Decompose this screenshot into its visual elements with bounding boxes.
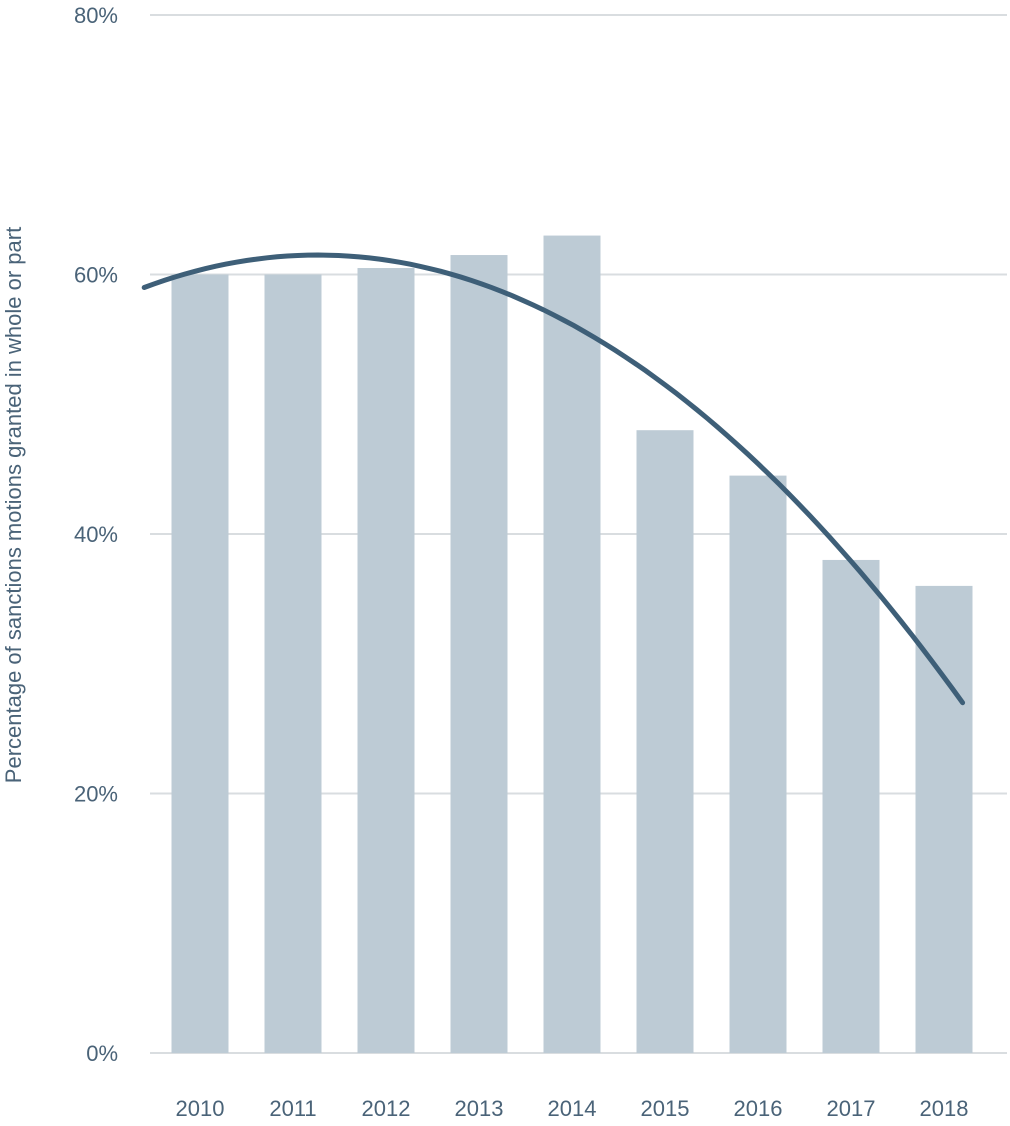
x-tick-labels: 2010 2011 2012 2013 2014 2015 2016 2017 2018 xyxy=(176,1096,969,1121)
y-tick-labels: 0% 20% 40% 60% 80% xyxy=(74,3,118,1066)
x-tick-label: 2011 xyxy=(269,1096,316,1121)
bar-2010 xyxy=(171,274,229,1053)
x-tick-label: 2016 xyxy=(734,1096,783,1121)
x-tick-label: 2015 xyxy=(641,1096,690,1121)
bar-2012 xyxy=(357,268,415,1053)
trend-line xyxy=(141,252,966,706)
x-tick-label: 2014 xyxy=(548,1096,597,1121)
y-tick-label: 0% xyxy=(86,1041,118,1066)
y-axis-label: Percentage of sanctions motions granted … xyxy=(1,226,26,784)
bar-2015 xyxy=(636,430,694,1053)
bar-2017 xyxy=(822,559,880,1053)
x-tick-label: 2012 xyxy=(362,1096,411,1121)
y-tick-label: 40% xyxy=(74,522,118,547)
bar-2016 xyxy=(729,475,787,1053)
bar-2014 xyxy=(543,235,601,1053)
x-tick-label: 2013 xyxy=(455,1096,504,1121)
x-tick-label: 2010 xyxy=(176,1096,225,1121)
x-tick-label: 2018 xyxy=(920,1096,969,1121)
y-tick-label: 60% xyxy=(74,263,118,288)
bar-2018 xyxy=(915,585,973,1053)
bar-2011 xyxy=(264,274,322,1053)
bars xyxy=(171,235,973,1054)
x-tick-label: 2017 xyxy=(827,1096,876,1121)
y-tick-label: 80% xyxy=(74,3,118,28)
bar-2013 xyxy=(450,255,508,1054)
y-tick-label: 20% xyxy=(74,782,118,807)
